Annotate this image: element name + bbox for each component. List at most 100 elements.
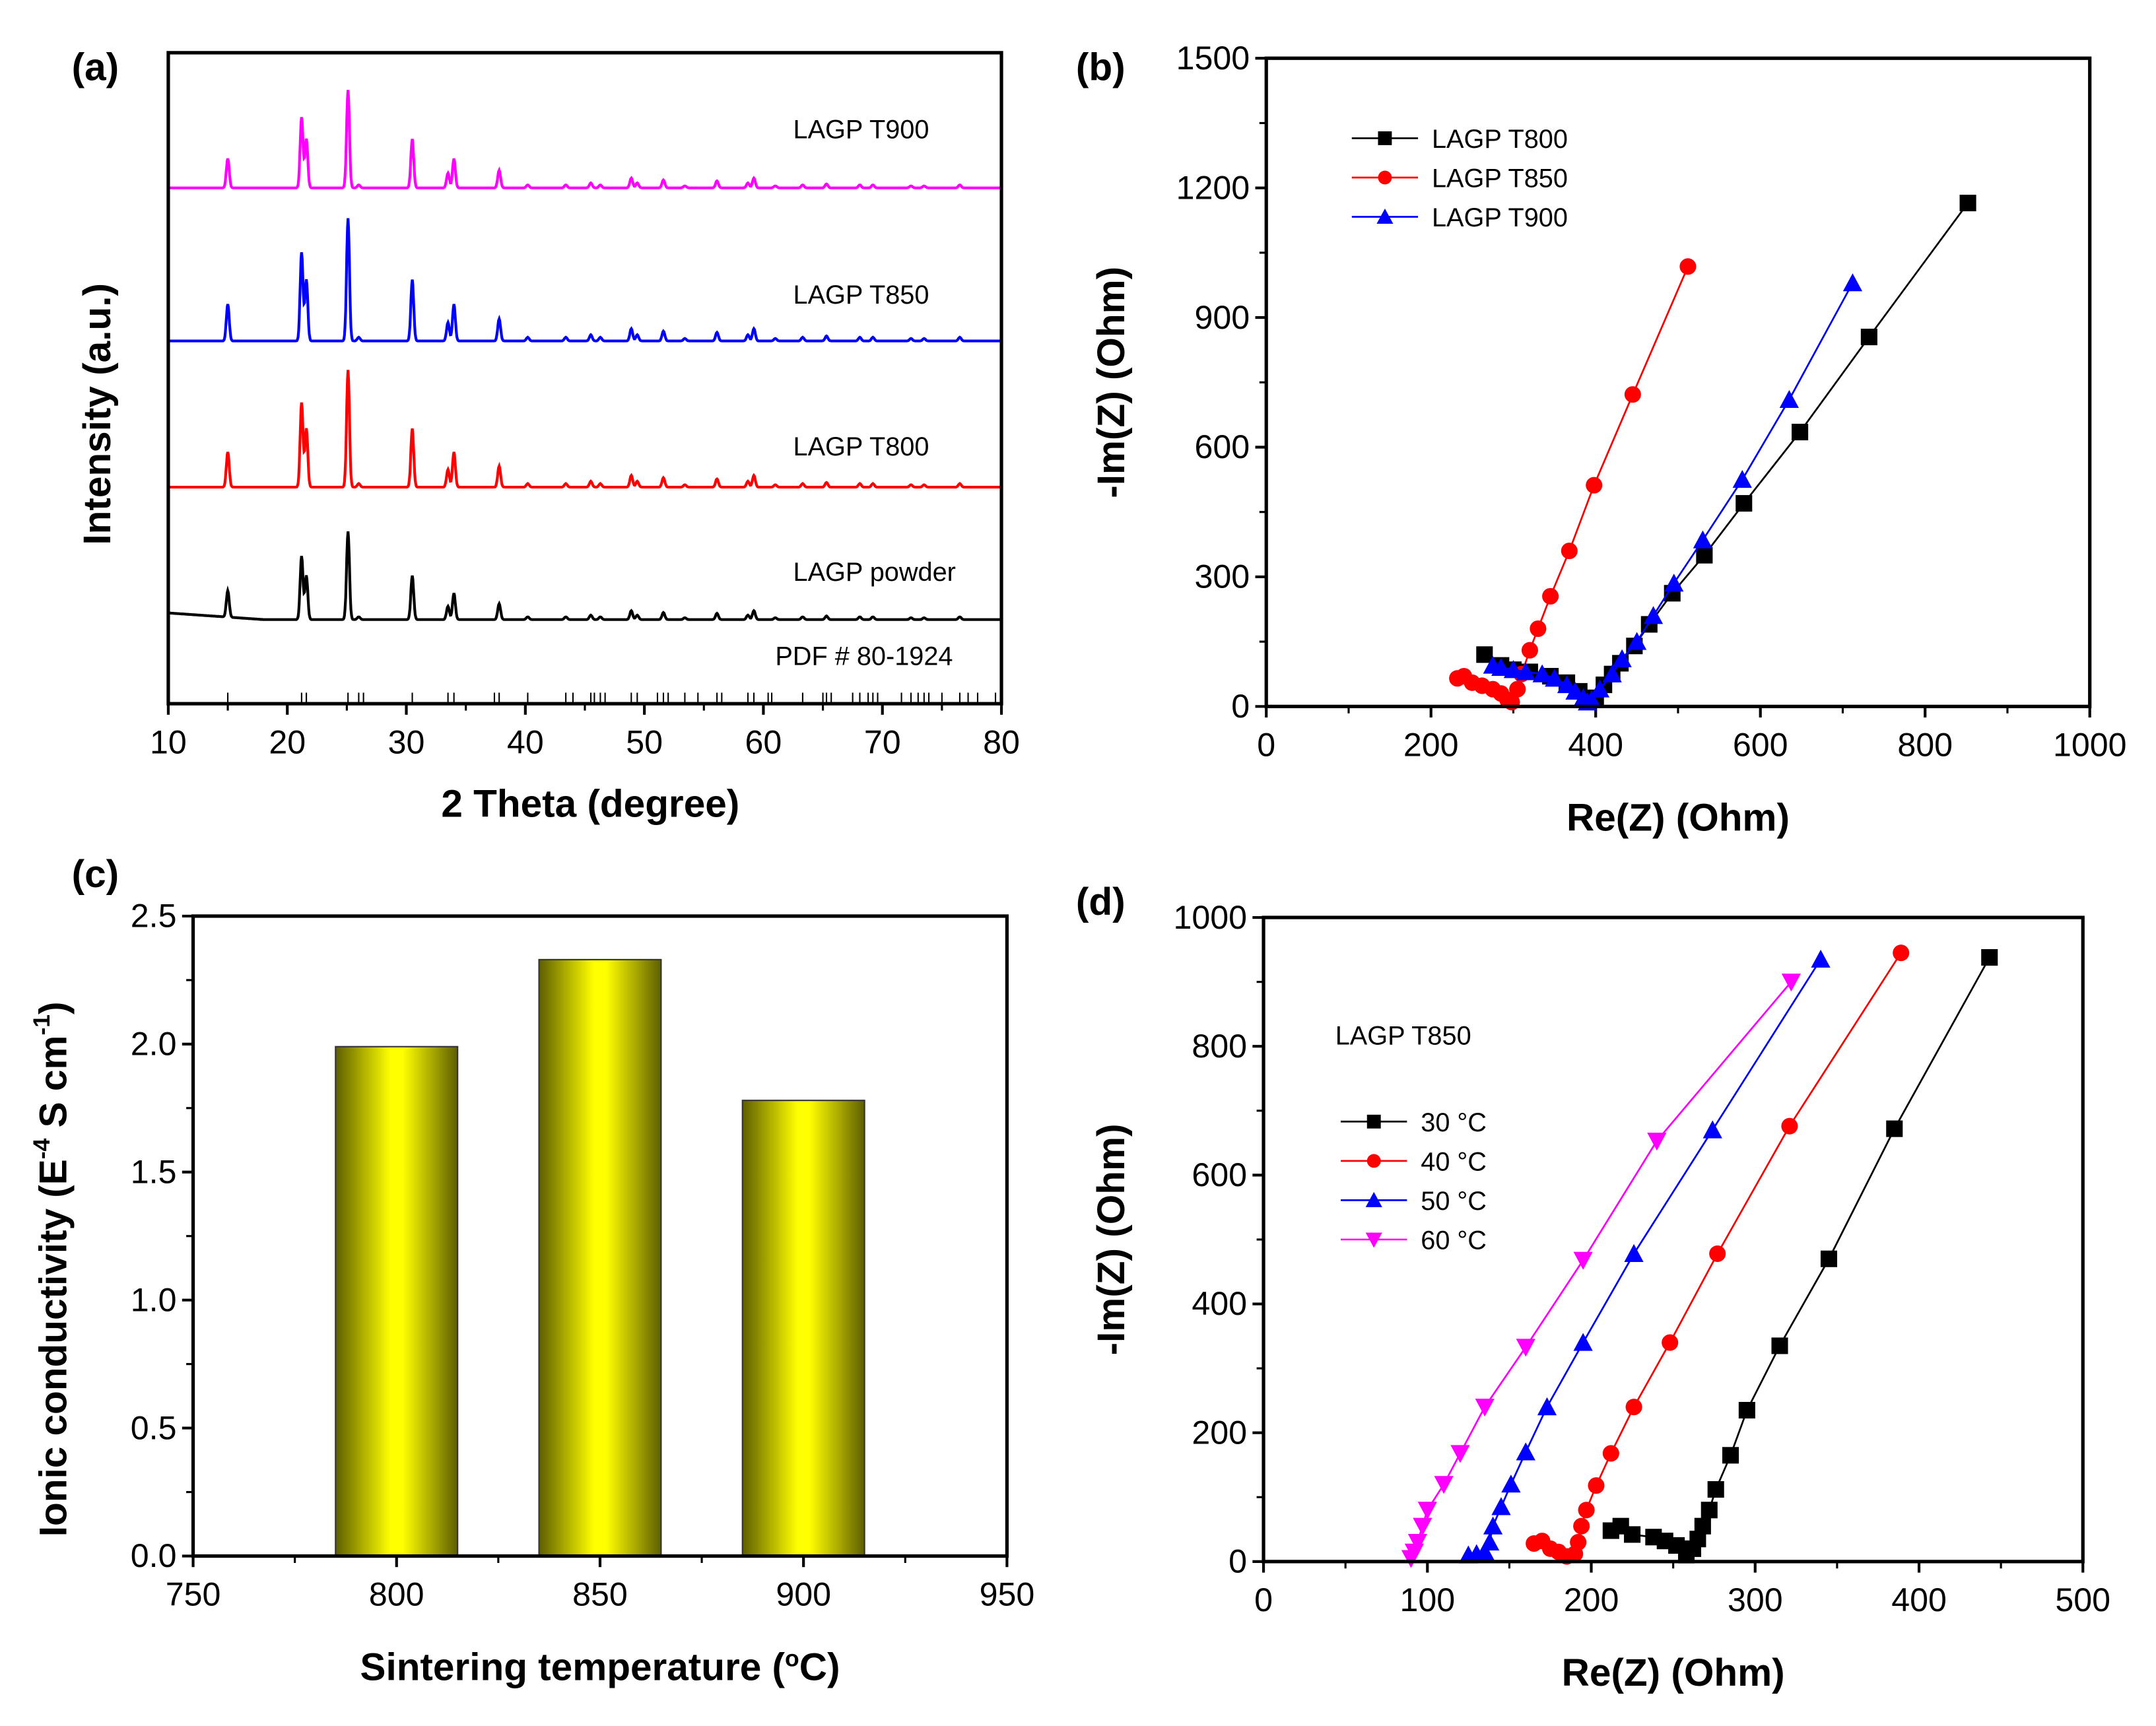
eis-b-series-2-point [1545, 669, 1565, 687]
eis-b-xtick-label: 1000 [2053, 727, 2127, 764]
xrd-series-label: LAGP T800 [793, 432, 929, 461]
eis-d-ytick-label: 800 [1192, 1028, 1247, 1065]
eis-b-series-0-point [1860, 329, 1877, 346]
xrd-xtick-label: 80 [983, 723, 1020, 760]
legend-marker [1376, 208, 1394, 224]
xrd-xtick-label: 40 [507, 723, 544, 760]
eis-d-series-0-point [1694, 1517, 1711, 1535]
xrd-series-label: LAGP T850 [793, 281, 929, 310]
eis-d-series-3-point [1434, 1476, 1454, 1494]
eis-d-series-1-point [1709, 1245, 1726, 1262]
reference-label: PDF # 80-1924 [775, 642, 953, 671]
xrd-xtick-label: 60 [745, 723, 782, 760]
annotation-label: LAGP T850 [1335, 1021, 1471, 1050]
xrd-pattern-lagp-t900 [168, 90, 1002, 189]
eis-d-xtick-label: 400 [1891, 1581, 1947, 1618]
eis-d-series-0-point [1771, 1337, 1788, 1354]
eis-d-ytick-label: 1000 [1173, 899, 1247, 936]
eis-d-series-2-point [1501, 1475, 1521, 1493]
legend-label: LAGP T800 [1432, 125, 1568, 154]
legend-label: LAGP T900 [1432, 203, 1568, 232]
eis-b-x-axis-title: Re(Z) (Ohm) [1566, 796, 1790, 839]
bar-850 [538, 958, 662, 1557]
eis-d-series-3-point [1407, 1534, 1428, 1552]
eis-d-series-0-point [1624, 1526, 1641, 1543]
eis-b-series-2-point [1503, 660, 1524, 679]
eis-d-series-0-point [1707, 1481, 1724, 1498]
bar-xtick-label: 950 [980, 1576, 1035, 1613]
legend-marker [1366, 1114, 1381, 1129]
eis-d-xtick-label: 300 [1728, 1581, 1783, 1618]
legend-marker [1378, 170, 1392, 185]
bar-900 [741, 1100, 865, 1557]
eis-b-series-2-point [1732, 469, 1752, 488]
eis-d-series-2-point [1537, 1397, 1557, 1416]
legend-label: 60 °C [1421, 1226, 1487, 1255]
eis-b-series-2-point [1643, 606, 1664, 624]
eis-b-series-1-point [1509, 680, 1526, 698]
eis-b-xtick-label: 0 [1257, 727, 1275, 764]
xrd-series-label: LAGP powder [793, 558, 956, 587]
bar-xtick-label: 750 [166, 1576, 221, 1613]
panel-label-a: (a) [72, 46, 119, 89]
eis-d-series-2-point [1811, 949, 1831, 968]
eis-d-series-0-point [1722, 1447, 1739, 1464]
xrd-y-axis-title: Intensity (a.u.) [76, 283, 119, 545]
eis-b-series-2-point [1516, 662, 1535, 680]
xrd-x-axis-title: 2 Theta (degree) [441, 782, 739, 825]
legend-marker [1378, 131, 1392, 145]
eis-d-series-1-point [1588, 1477, 1605, 1494]
eis-d-series-2-point [1516, 1442, 1535, 1461]
eis-d-series-2-point [1573, 1333, 1593, 1351]
legend-marker [1365, 1232, 1382, 1248]
eis-d-series-0-point [1820, 1250, 1838, 1267]
eis-b-ytick-label: 1200 [1176, 169, 1250, 206]
eis-d-series-3-point [1417, 1502, 1437, 1520]
eis-b-series-2-point [1627, 632, 1647, 650]
eis-b-series-0-point [1696, 547, 1713, 564]
eis-b-series-1-point [1542, 587, 1559, 605]
eis-d-series-1-point [1893, 945, 1910, 962]
eis-b-ytick-label: 1500 [1176, 40, 1250, 77]
eis-b-xtick-label: 400 [1568, 727, 1623, 764]
eis-b-series-2-point [1664, 574, 1684, 592]
eis-b-series-2-point [1693, 530, 1713, 548]
eis-b-ytick-label: 900 [1195, 299, 1250, 336]
xrd-xtick-label: 10 [150, 723, 187, 760]
eis-d-series-1-point [1781, 1117, 1798, 1135]
eis-b-xtick-label: 800 [1897, 727, 1953, 764]
eis-d-series-0-point [1701, 1502, 1718, 1519]
xrd-series-label: LAGP T900 [793, 115, 929, 144]
eis-b-xtick-label: 200 [1403, 727, 1459, 764]
bar-ytick-label: 1.5 [131, 1153, 177, 1190]
eis-d-series-3-point [1450, 1445, 1470, 1463]
eis-d-series-0-line [1610, 956, 1990, 1556]
eis-d-series-2-point [1483, 1516, 1503, 1535]
xrd-xtick-label: 50 [626, 723, 663, 760]
xrd-pattern-lagp-powder [168, 531, 1002, 621]
eis-d-series-3-point [1516, 1339, 1535, 1357]
xrd-xtick-label: 70 [864, 723, 901, 760]
bar-ytick-label: 2.5 [131, 898, 177, 935]
eis-d-series-3-point [1475, 1399, 1495, 1417]
eis-b-xtick-label: 600 [1733, 727, 1788, 764]
eis-d-ytick-label: 200 [1192, 1414, 1247, 1451]
eis-d-series-0-point [1981, 949, 1998, 966]
eis-b-series-1-point [1624, 386, 1641, 403]
eis-b-series-1-point [1679, 258, 1697, 275]
eis-d-xtick-label: 500 [2055, 1581, 2110, 1618]
eis-d-xtick-label: 200 [1564, 1581, 1619, 1618]
eis-d-series-2-line [1468, 958, 1822, 1556]
bar-x-axis-title: Sintering temperature (oC) [360, 1645, 840, 1689]
bar-xtick-label: 900 [776, 1576, 831, 1613]
eis-d-series-2-point [1479, 1532, 1500, 1551]
eis-b-ytick-label: 300 [1195, 558, 1250, 595]
eis-d-series-0-point [1886, 1120, 1903, 1137]
eis-b-series-2-point [1491, 657, 1511, 676]
eis-b-series-1-point [1586, 477, 1603, 494]
legend-label: 50 °C [1421, 1187, 1487, 1216]
legend-marker [1365, 1191, 1382, 1207]
eis-b-series-2-point [1842, 273, 1863, 292]
eis-b-ytick-label: 0 [1231, 688, 1250, 725]
eis-b-series-0-line [1484, 202, 1969, 702]
